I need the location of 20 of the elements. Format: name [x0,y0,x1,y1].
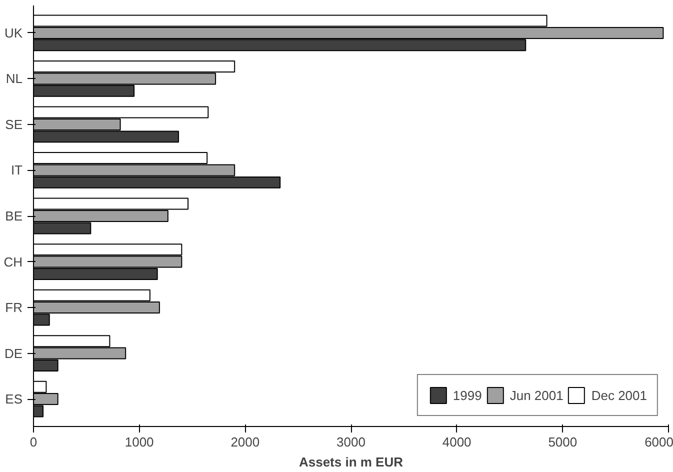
x-axis-title: Assets in m EUR [298,454,404,470]
x-tick-label: 1000 [124,434,154,450]
y-tick-label: ES [5,392,23,407]
y-tick-label: DE [4,346,23,361]
y-tick-label: BE [5,208,23,224]
x-tick-label: 4000 [442,434,472,450]
y-tick-label: CH [4,254,23,270]
y-tick-label: FR [5,300,23,316]
y-tick-label: NL [6,71,23,86]
x-tick-label: 3000 [336,434,366,450]
x-tick-label: 2000 [230,434,260,450]
x-tick-label: 6000 [644,434,673,450]
x-tick-label: 0 [30,434,38,450]
legend-label: Jun 2001 [510,388,564,402]
y-tick-label: IT [10,162,23,178]
y-tick-label: SE [5,116,23,132]
y-tick-label: UK [4,25,23,40]
x-tick-label: 5000 [548,434,578,450]
legend-label: Dec 2001 [591,388,647,402]
legend-label: 1999 [452,388,482,402]
